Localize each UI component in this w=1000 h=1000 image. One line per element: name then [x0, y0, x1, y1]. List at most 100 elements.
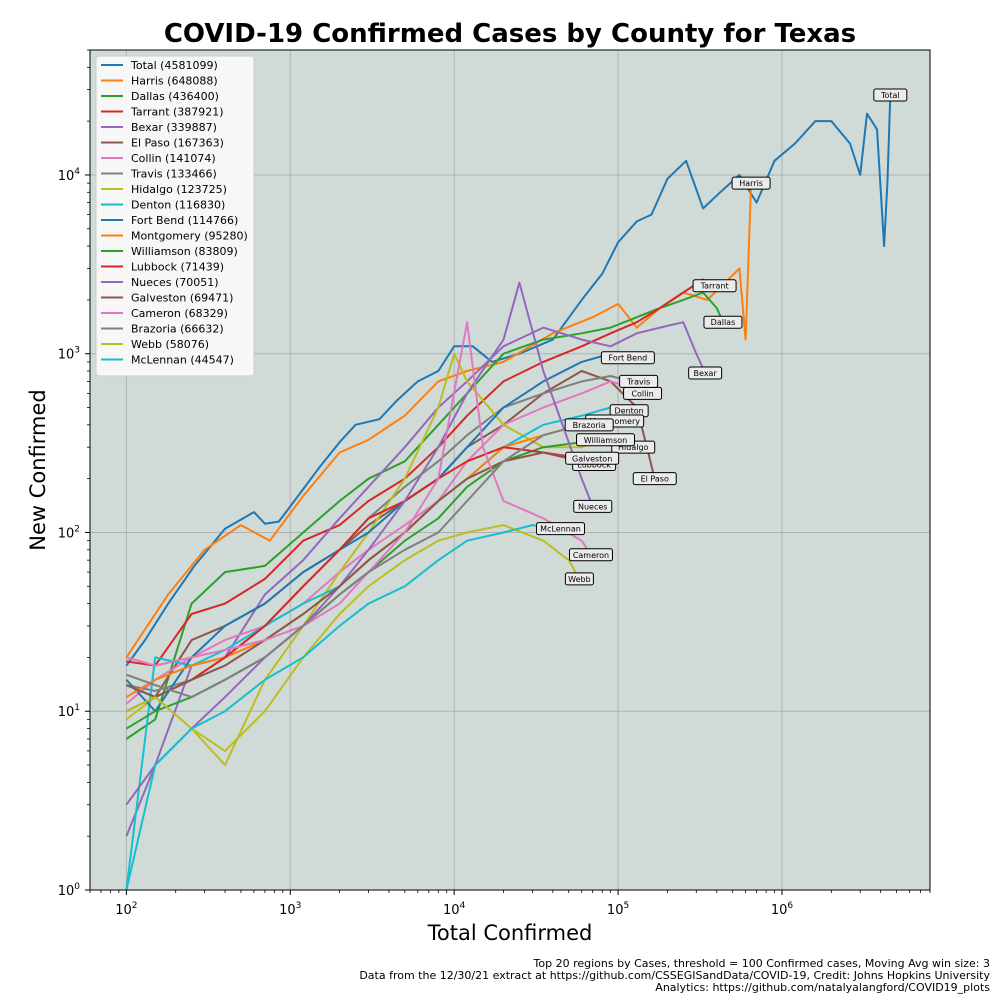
y-tick-label: 103 [58, 346, 80, 363]
series-line-total [125, 94, 892, 667]
series-annotation: McLennan [536, 522, 586, 536]
series-line-fort-bend [125, 352, 629, 713]
annotation-label: Brazoria [573, 421, 606, 430]
series-annotation: Dallas [703, 315, 743, 329]
annotation-label: Cameron [573, 551, 609, 560]
legend-entry: Dallas (436400) [131, 90, 219, 103]
x-tick-label: 102 [115, 901, 137, 918]
annotation-label: Travis [626, 377, 650, 386]
annotation-box [568, 548, 613, 562]
series-line-tarrant [126, 278, 716, 667]
annotations: Total Harris Dallas Tarrant Bexar El Paso Coll… [536, 88, 908, 586]
legend-entry: Tarrant (387921) [130, 106, 224, 119]
series-group [125, 94, 892, 890]
legend-entry: McLennan (44547) [131, 354, 234, 367]
annotation-label: Dallas [711, 318, 736, 327]
legend: Total (4581099) Harris (648088) Dallas (43… [95, 55, 255, 377]
y-axis-label: New Confirmed [26, 389, 50, 551]
annotation-box [600, 351, 655, 365]
annotation-box [564, 572, 594, 586]
series-line-webb [125, 524, 581, 752]
series-annotation: Total [873, 88, 908, 102]
annotation-box [692, 279, 737, 293]
legend-entry: Hidalgo (123725) [131, 183, 227, 196]
legend-entry: Cameron (68329) [131, 307, 228, 320]
series-line-lubbock [125, 446, 595, 713]
annotation-label: Fort Bend [609, 354, 648, 363]
legend-entry: Brazoria (66632) [131, 323, 224, 336]
series-annotation: Harris [731, 176, 771, 190]
annotation-box [619, 374, 659, 388]
x-axis-label: Total Confirmed [427, 921, 593, 945]
annotation-box [573, 499, 613, 513]
series-annotation: Webb [564, 572, 594, 586]
series-annotation: Tarrant [692, 279, 737, 293]
plot-frame [89, 49, 931, 891]
legend-entry: Bexar (339887) [131, 121, 217, 134]
annotation-box [565, 451, 620, 465]
legend-entry: Galveston (69471) [131, 292, 233, 305]
series-annotation: El Paso [632, 472, 677, 486]
annotation-label: Harris [739, 179, 763, 188]
axis-ticks: 102 103 104 105 106 100 101 102 103 104 [58, 49, 931, 918]
series-line-brazoria [126, 423, 590, 699]
annotation-box [632, 472, 677, 486]
annotation-label: El Paso [641, 475, 669, 484]
series-annotation: Williamson [576, 433, 636, 447]
y-tick-label: 100 [58, 882, 81, 899]
y-tick-label: 104 [58, 167, 81, 184]
annotation-box [576, 433, 636, 447]
chart-title: COVID-19 Confirmed Cases by County for T… [164, 19, 856, 49]
annotation-label: Lubbock [577, 461, 611, 470]
annotation-label: McLennan [540, 525, 581, 534]
annotation-label: Collin [631, 389, 653, 398]
legend-entry: Webb (58076) [131, 338, 209, 351]
annotation-box [731, 176, 771, 190]
legend-entry: Nueces (70051) [131, 276, 219, 289]
annotation-label: Denton [615, 407, 644, 416]
annotation-box [688, 366, 723, 380]
annotation-label: Total [880, 91, 900, 100]
series-annotation: Cameron [568, 548, 613, 562]
annotation-box [564, 418, 614, 432]
series-annotation: Bexar [688, 366, 723, 380]
y-tick-label: 102 [58, 524, 80, 541]
series-line-nueces [125, 281, 594, 806]
series-annotation: Collin [623, 386, 663, 400]
x-tick-label: 106 [771, 901, 794, 918]
annotation-label: Tarrant [700, 282, 729, 291]
series-line-harris [125, 183, 753, 658]
annotation-label: Hidalgo [618, 443, 649, 452]
legend-entry: El Paso (167363) [131, 137, 224, 150]
series-annotation: Fort Bend [600, 351, 655, 365]
legend-entry: Montgomery (95280) [131, 230, 248, 243]
series-annotation: Nueces [573, 499, 613, 513]
series-line-cameron [126, 321, 592, 667]
series-annotation: Travis [619, 374, 659, 388]
annotation-label: Galveston [572, 454, 612, 463]
annotation-label: Bexar [694, 369, 718, 378]
legend-entry: Williamson (83809) [131, 245, 238, 258]
legend-entry: Harris (648088) [131, 75, 218, 88]
legend-entry: Lubbock (71439) [131, 261, 224, 274]
annotation-box [703, 315, 743, 329]
legend-entry: Travis (133466) [130, 168, 217, 181]
footer-line-1: Top 20 regions by Cases, threshold = 100… [533, 957, 990, 970]
legend-entry: Total (4581099) [130, 59, 218, 72]
annotation-box [873, 88, 908, 102]
x-tick-label: 105 [607, 901, 629, 918]
footer-line-3: Analytics: https://github.com/natalyalan… [655, 981, 990, 994]
x-tick-label: 103 [279, 901, 301, 918]
series-line-mclennan [125, 524, 561, 890]
y-tick-label: 101 [58, 703, 80, 720]
legend-entry: Collin (141074) [131, 152, 216, 165]
legend-entry: Denton (116830) [131, 199, 225, 212]
annotation-label: Nueces [578, 502, 607, 511]
footer-line-2: Data from the 12/30/21 extract at https:… [359, 969, 990, 982]
series-annotation: Galveston [565, 451, 620, 465]
legend-entry: Fort Bend (114766) [131, 214, 238, 227]
x-tick-label: 104 [443, 901, 466, 918]
series-line-hidalgo [125, 352, 634, 767]
series-line-galveston [126, 451, 593, 699]
